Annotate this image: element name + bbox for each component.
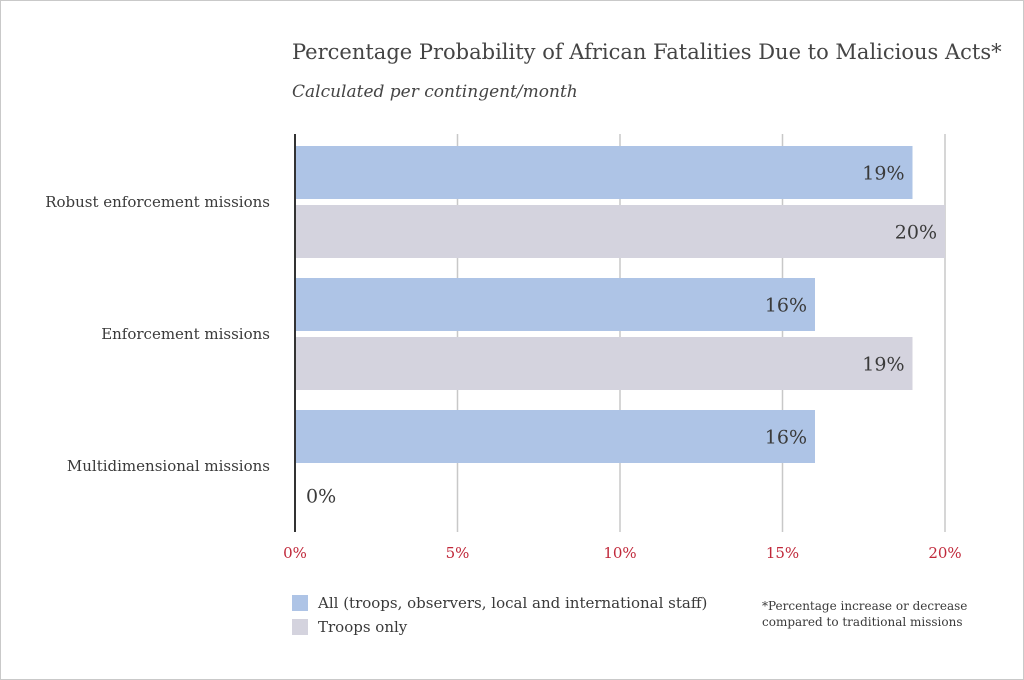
x-tick-label-0: 0%: [283, 544, 307, 562]
x-tick-label-15: 15%: [766, 544, 799, 562]
category-label-3: Multidimensional missions: [67, 457, 270, 475]
footnote: *Percentage increase or decrease compare…: [762, 598, 967, 630]
footnote-line-2: compared to traditional missions: [762, 615, 963, 629]
data-label-troops-3: 0%: [306, 486, 336, 508]
bar-all-3: [295, 410, 815, 463]
category-label-2: Enforcement missions: [101, 325, 270, 343]
bar-troops-1: [295, 205, 945, 258]
data-label-all-1: 19%: [862, 163, 904, 185]
bar-all-2: [295, 278, 815, 331]
legend-item-all: All (troops, observers, local and intern…: [292, 592, 707, 614]
x-tick-label-20: 20%: [928, 544, 961, 562]
bar-all-1: [295, 146, 913, 199]
data-label-troops-2: 19%: [862, 354, 904, 376]
legend-swatch-troops: [292, 619, 308, 635]
x-tick-label-10: 10%: [603, 544, 636, 562]
chart-title: Percentage Probability of African Fatali…: [292, 40, 1002, 64]
bar-troops-2: [295, 337, 913, 390]
chart-legend: All (troops, observers, local and intern…: [292, 592, 707, 640]
legend-label-troops: Troops only: [318, 618, 408, 636]
category-label-1: Robust enforcement missions: [45, 193, 270, 211]
x-tick-label-5: 5%: [446, 544, 470, 562]
chart-subtitle: Calculated per contingent/month: [292, 82, 578, 102]
legend-swatch-all: [292, 595, 308, 611]
data-label-all-2: 16%: [765, 295, 807, 317]
legend-item-troops: Troops only: [292, 616, 707, 638]
data-label-all-3: 16%: [765, 427, 807, 449]
footnote-line-1: *Percentage increase or decrease: [762, 599, 968, 613]
legend-label-all: All (troops, observers, local and intern…: [318, 594, 708, 612]
data-label-troops-1: 20%: [895, 222, 937, 244]
